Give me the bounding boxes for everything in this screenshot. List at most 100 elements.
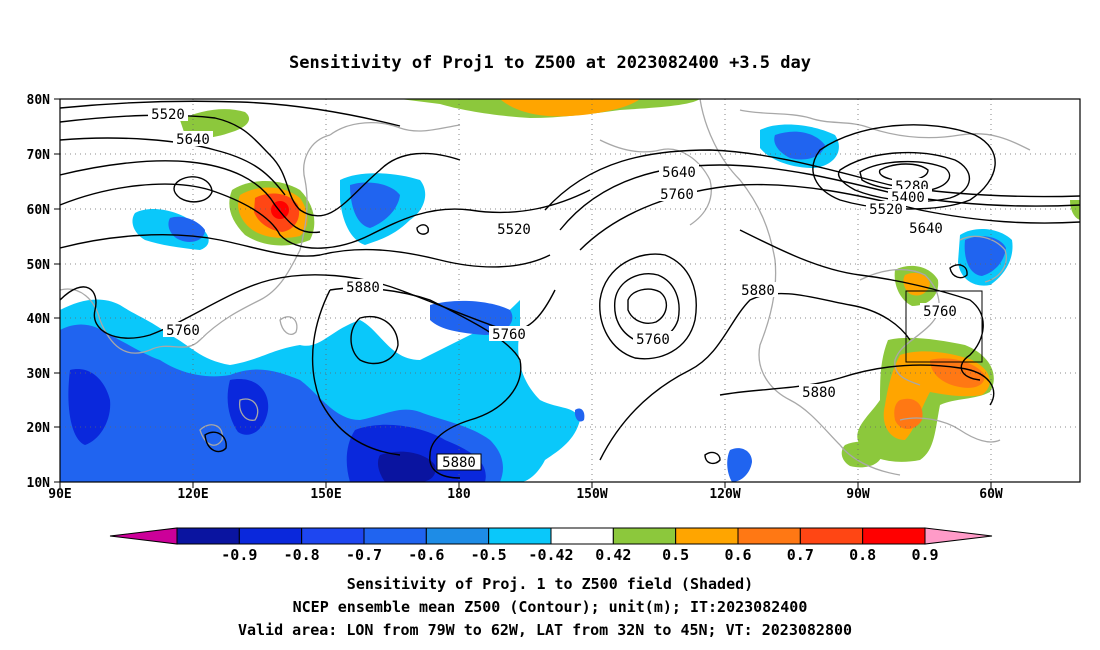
positive-blob-caribbean <box>841 441 882 468</box>
colorbar-label: -0.8 <box>284 546 320 564</box>
contour-5760-west <box>60 160 321 234</box>
contour-closed-high-pacific <box>350 315 399 365</box>
contour-5640-upper <box>60 137 286 196</box>
caption-line-3: Valid area: LON from 79W to 62W, LAT fro… <box>238 621 852 639</box>
colorbar-label: 0.6 <box>724 546 751 564</box>
colorbar-label: -0.7 <box>346 546 382 564</box>
contour-outer-low <box>812 124 996 210</box>
contour-closed-low-siberia <box>173 176 213 203</box>
contour-label: 5880 <box>741 283 775 299</box>
contour-5880-east <box>719 364 995 406</box>
contour-labels: 5520 5640 5760 5880 5520 5640 5760 5760 … <box>148 106 960 471</box>
colorbar-swatch <box>363 527 427 545</box>
colorbar-label: -0.5 <box>471 546 507 564</box>
colorbar-swatch <box>799 527 864 545</box>
lon-tick-label: 90E <box>48 487 71 502</box>
lon-tick-label: 90W <box>846 487 870 502</box>
contour-5760-east <box>739 229 984 381</box>
negative-core-mid <box>227 379 269 435</box>
contour-closed-low-mid <box>613 273 680 343</box>
colorbar-swatch <box>176 527 240 545</box>
colorbar-label: -0.42 <box>528 546 573 564</box>
contour-5400-low <box>837 151 971 202</box>
colorbar-label: 0.42 <box>595 546 631 564</box>
contour-small-closed-east <box>704 451 721 465</box>
north-america-east-coastline <box>859 268 940 386</box>
colorbar-label: 0.8 <box>849 546 876 564</box>
negative-core-west <box>68 369 111 445</box>
lat-tick-label: 70N <box>27 148 51 163</box>
valid-area-box <box>905 290 983 363</box>
positive-region-gulf-core <box>894 398 923 429</box>
contour-closed-small-west <box>204 431 227 453</box>
contour-label: 5880 <box>346 280 380 296</box>
negative-blob-canada-core <box>774 131 825 160</box>
contour-small-closed <box>416 224 430 235</box>
longitude-tick-labels: 90E 120E 150E 180 150W 120W 90W 60W <box>48 487 1003 502</box>
negative-blob-atlantic-core <box>964 236 1006 276</box>
negative-core-strongest <box>377 451 436 482</box>
caribbean-coastline <box>899 417 1001 443</box>
alaska-coastline <box>599 139 712 226</box>
colorbar-swatch <box>675 527 739 545</box>
figure-title: Sensitivity of Proj1 to Z500 at 20230824… <box>289 53 811 73</box>
lat-tick-label: 20N <box>27 421 51 436</box>
colorbar-label: -0.6 <box>408 546 444 564</box>
positive-sensitivity-shading <box>180 99 1080 468</box>
arctic-archipelago-coastline <box>739 109 1031 151</box>
axis-tick-marks <box>54 98 992 488</box>
colorbar-swatch <box>862 527 926 545</box>
colorbar-label: 0.5 <box>662 546 689 564</box>
contour-5520-mid <box>60 183 591 249</box>
lat-tick-label: 30N <box>27 367 51 382</box>
colorbar-label: -0.9 <box>221 546 257 564</box>
positive-blob-new-england-core <box>903 272 930 296</box>
contour-label: 5520 <box>151 107 185 123</box>
colorbar-swatch <box>301 527 365 545</box>
contour-5640-america <box>559 164 1080 231</box>
contour-5760-closed-low-outer <box>599 253 697 360</box>
lat-tick-label: 80N <box>27 93 51 108</box>
contour-5880-america <box>599 292 911 461</box>
contour-label: 5760 <box>636 332 670 348</box>
contour-label: 5760 <box>492 327 526 343</box>
negative-sensitivity-shading <box>60 124 1013 482</box>
contour-label: 5640 <box>176 132 210 148</box>
map-frame <box>59 98 1081 483</box>
asia-coastline <box>60 134 331 354</box>
colorbar-swatch <box>238 527 303 545</box>
caption-line-1: Sensitivity of Proj. 1 to Z500 field (Sh… <box>347 575 753 593</box>
negative-blob-east-pacific <box>727 448 752 482</box>
contour-label: 5520 <box>497 222 531 238</box>
lon-tick-label: 60W <box>979 487 1003 502</box>
colorbar-swatch <box>612 527 677 545</box>
lat-tick-label: 50N <box>27 258 51 273</box>
contour-label: 5520 <box>869 202 903 218</box>
lat-tick-label: 10N <box>27 476 51 491</box>
negative-speck <box>574 408 585 422</box>
lat-tick-label: 40N <box>27 312 51 327</box>
contour-5640-mid <box>60 234 551 268</box>
coastlines <box>60 99 1031 476</box>
lat-tick-label: 60N <box>27 203 51 218</box>
contour-closed-small-atlantic <box>949 264 968 279</box>
caption-line-2: NCEP ensemble mean Z500 (Contour); unit(… <box>293 598 808 616</box>
colorbar-swatch <box>737 527 801 545</box>
contour-label: 5640 <box>662 165 696 181</box>
colorbar: -0.9 -0.8 -0.7 -0.6 -0.5 -0.42 0.42 0.5 0.6 0.7 0.… <box>109 527 993 564</box>
lon-tick-label: 150W <box>576 487 607 502</box>
maritime-coastline <box>959 235 1007 283</box>
north-america-west-coastline <box>699 99 901 476</box>
contour-5880-pacific <box>329 287 522 479</box>
siberia-coastline <box>329 122 461 136</box>
colorbar-extend-high <box>924 527 993 545</box>
contour-label: 5640 <box>909 221 943 237</box>
contour-label: 5760 <box>166 323 200 339</box>
latitude-tick-labels: 80N 70N 60N 50N 40N 30N 20N 10N <box>27 93 51 491</box>
contour-closed-low-inner <box>627 288 667 324</box>
contour-label: 5880 <box>802 385 836 401</box>
colorbar-swatch <box>425 527 490 545</box>
colorbar-label: 0.7 <box>787 546 814 564</box>
contour-label: 5880 <box>442 455 476 471</box>
map-panel: 5520 5640 5760 5880 5520 5640 5760 5760 … <box>60 99 1080 482</box>
